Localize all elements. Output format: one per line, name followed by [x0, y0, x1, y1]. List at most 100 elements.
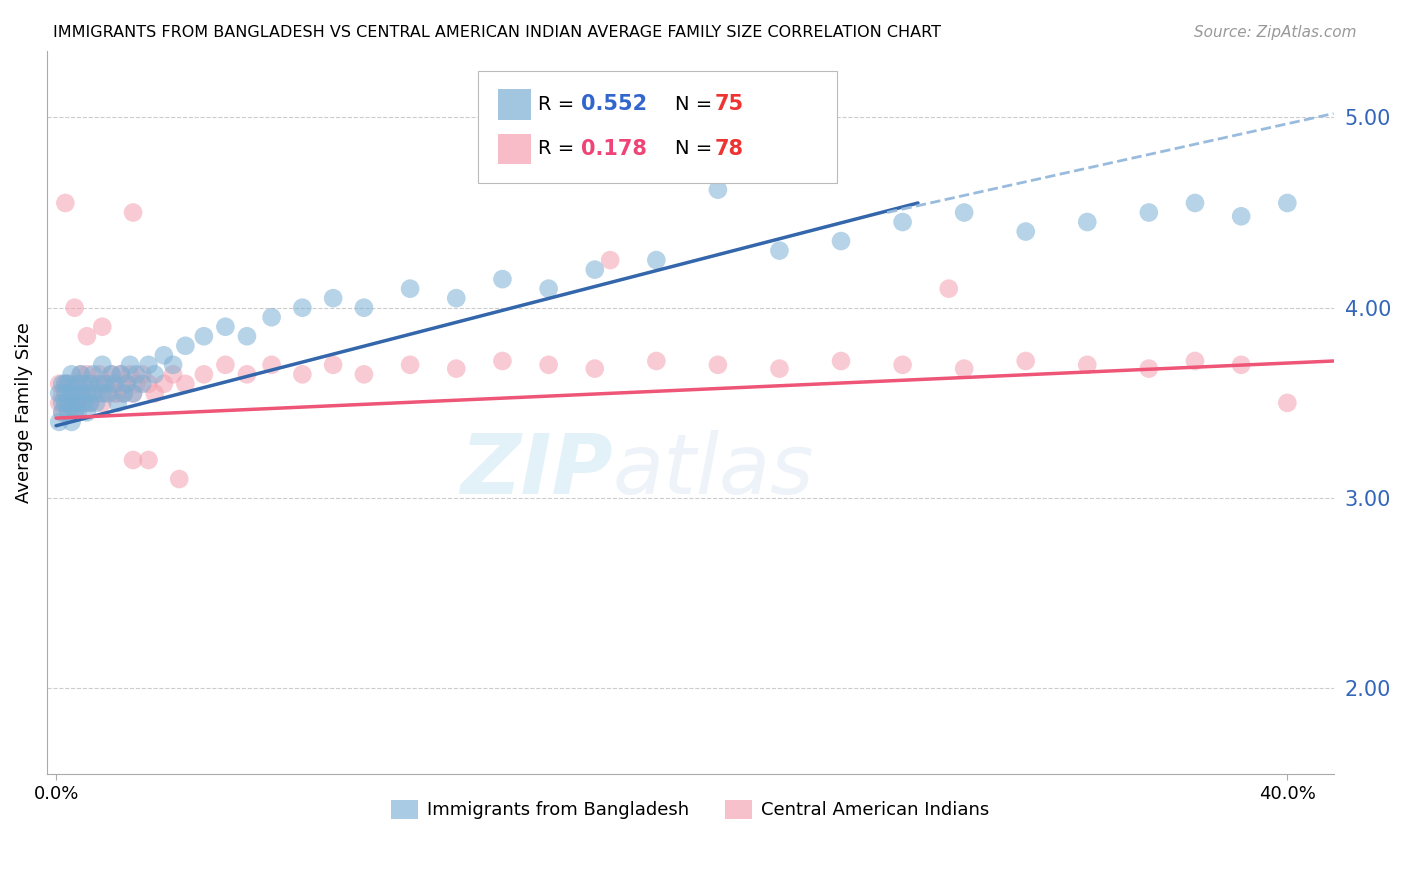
- Point: [53, 396, 76, 410]
- Point: [58, 405, 80, 419]
- Point: [60, 415, 83, 429]
- Point: [84, 386, 107, 401]
- Point: [97, 376, 120, 391]
- Text: 0.552: 0.552: [581, 95, 647, 114]
- Legend: Immigrants from Bangladesh, Central American Indians: Immigrants from Bangladesh, Central Amer…: [384, 793, 997, 827]
- Point: [51, 405, 73, 419]
- Point: [193, 368, 215, 382]
- Point: [583, 361, 606, 376]
- Point: [63, 301, 86, 315]
- Point: [353, 368, 375, 382]
- Point: [110, 368, 132, 382]
- Point: [399, 282, 422, 296]
- Point: [69, 368, 91, 382]
- Point: [1184, 354, 1206, 368]
- Point: [112, 386, 135, 401]
- Point: [1230, 210, 1253, 224]
- Point: [236, 368, 259, 382]
- Point: [174, 339, 197, 353]
- Point: [953, 361, 976, 376]
- Point: [446, 361, 468, 376]
- Point: [91, 386, 114, 401]
- Point: [79, 376, 101, 391]
- Point: [76, 405, 98, 419]
- Point: [97, 386, 120, 401]
- Point: [94, 376, 117, 391]
- Point: [138, 453, 160, 467]
- Y-axis label: Average Family Size: Average Family Size: [15, 322, 32, 503]
- Point: [76, 329, 98, 343]
- Point: [143, 368, 166, 382]
- Point: [353, 301, 375, 315]
- Point: [125, 376, 148, 391]
- Point: [645, 354, 668, 368]
- Point: [214, 319, 236, 334]
- Point: [60, 386, 83, 401]
- Point: [73, 376, 96, 391]
- Point: [162, 358, 184, 372]
- Point: [122, 386, 145, 401]
- Point: [115, 376, 138, 391]
- Point: [446, 291, 468, 305]
- Point: [1015, 225, 1038, 239]
- Point: [73, 396, 96, 410]
- Point: [104, 376, 127, 391]
- Point: [153, 376, 176, 391]
- Point: [1137, 205, 1160, 219]
- Point: [73, 396, 96, 410]
- Point: [66, 376, 89, 391]
- Point: [768, 361, 790, 376]
- Point: [322, 291, 344, 305]
- Point: [1230, 358, 1253, 372]
- Text: ZIP: ZIP: [460, 430, 613, 511]
- Point: [48, 376, 70, 391]
- Point: [63, 405, 86, 419]
- Point: [76, 386, 98, 401]
- Point: [1076, 358, 1098, 372]
- Point: [174, 376, 197, 391]
- Point: [91, 396, 114, 410]
- Point: [60, 396, 83, 410]
- Point: [82, 368, 104, 382]
- Point: [63, 396, 86, 410]
- Point: [707, 183, 730, 197]
- Point: [830, 234, 852, 248]
- Point: [491, 272, 513, 286]
- Point: [214, 358, 236, 372]
- Point: [91, 358, 114, 372]
- Text: R =: R =: [538, 139, 581, 159]
- Text: Source: ZipAtlas.com: Source: ZipAtlas.com: [1194, 25, 1357, 40]
- Point: [707, 358, 730, 372]
- Point: [104, 386, 127, 401]
- Text: R =: R =: [538, 95, 581, 114]
- Point: [768, 244, 790, 258]
- Point: [48, 415, 70, 429]
- Point: [938, 282, 960, 296]
- Point: [599, 253, 621, 268]
- Point: [162, 368, 184, 382]
- Text: IMMIGRANTS FROM BANGLADESH VS CENTRAL AMERICAN INDIAN AVERAGE FAMILY SIZE CORREL: IMMIGRANTS FROM BANGLADESH VS CENTRAL AM…: [53, 25, 942, 40]
- Point: [491, 354, 513, 368]
- Point: [60, 376, 83, 391]
- Point: [91, 319, 114, 334]
- Point: [79, 396, 101, 410]
- Text: N =: N =: [675, 95, 718, 114]
- Point: [89, 368, 111, 382]
- Point: [830, 354, 852, 368]
- Point: [291, 301, 314, 315]
- Point: [76, 368, 98, 382]
- Point: [107, 396, 129, 410]
- Point: [193, 329, 215, 343]
- Point: [236, 329, 259, 343]
- Point: [115, 376, 138, 391]
- Point: [58, 386, 80, 401]
- Point: [82, 386, 104, 401]
- Point: [1076, 215, 1098, 229]
- Point: [143, 386, 166, 401]
- Point: [125, 368, 148, 382]
- Point: [66, 376, 89, 391]
- Point: [58, 396, 80, 410]
- Point: [79, 396, 101, 410]
- Point: [53, 386, 76, 401]
- Point: [60, 368, 83, 382]
